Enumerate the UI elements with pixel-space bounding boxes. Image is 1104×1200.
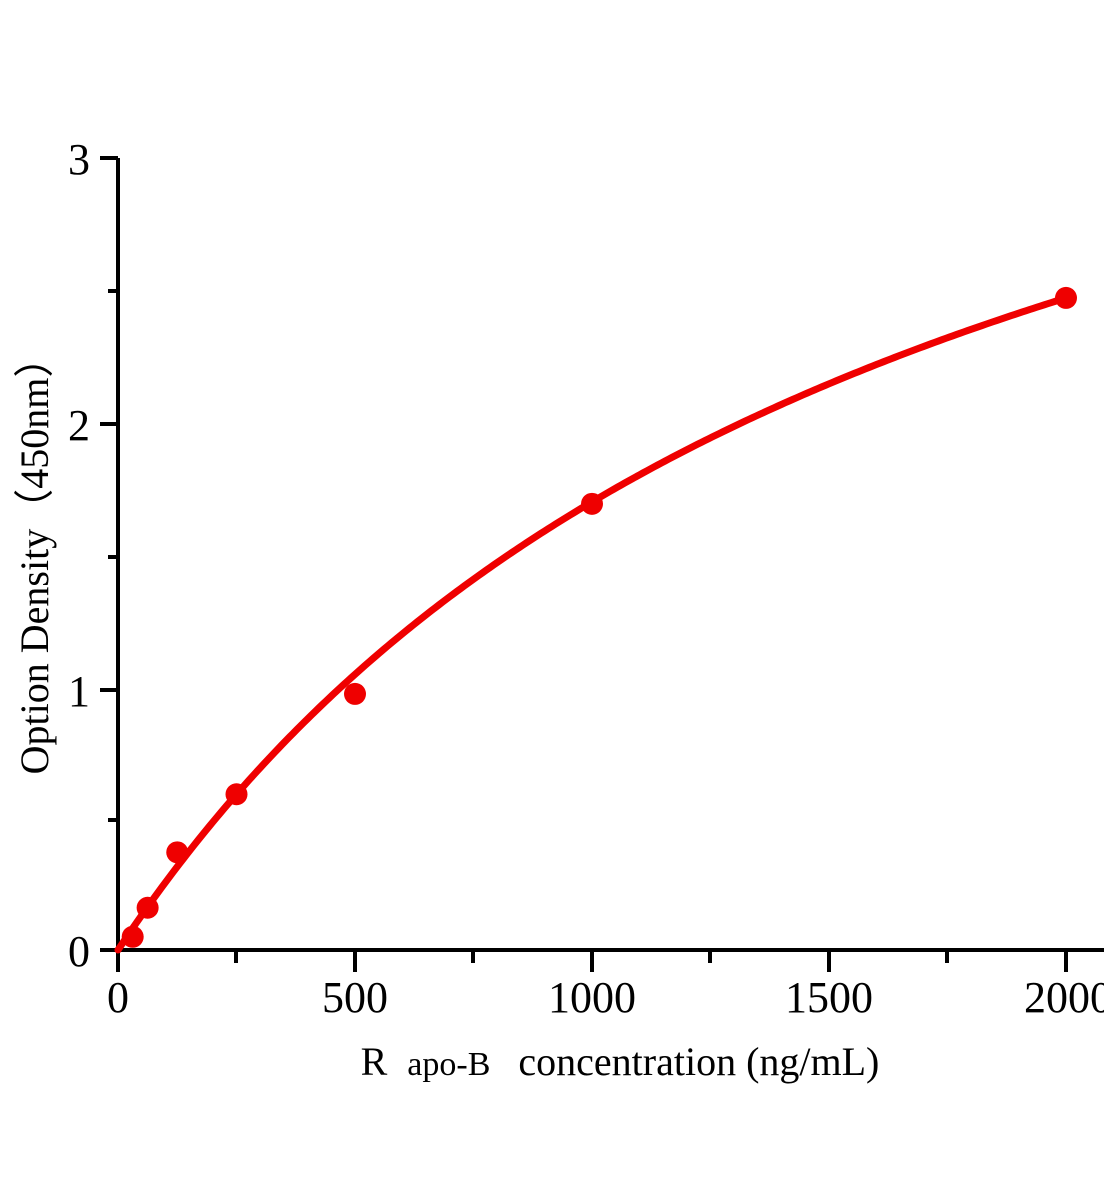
x-tick-label-2000: 2000 xyxy=(1024,973,1104,1022)
data-point-marker xyxy=(121,925,144,948)
x-tick-labels: 0 500 1000 1500 2000 xyxy=(107,973,1104,1022)
x-axis-minor-ticks xyxy=(234,950,949,963)
y-tick-labels: 3 2 1 0 xyxy=(68,135,90,976)
x-axis-title-part-apob: apo-B xyxy=(407,1046,490,1083)
y-tick-label-1: 1 xyxy=(68,667,90,716)
x-axis-title-part-r: R xyxy=(361,1039,388,1084)
y-tick-label-0: 0 xyxy=(68,927,90,976)
y-tick-label-3: 3 xyxy=(68,135,90,184)
data-point-marker xyxy=(581,492,603,515)
x-tick-label-1500: 1500 xyxy=(785,973,873,1022)
data-point-marker xyxy=(136,896,159,919)
y-tick-label-2: 2 xyxy=(68,401,90,450)
y-axis-title: Option Density（450nm） xyxy=(12,338,57,775)
data-point-marker xyxy=(344,682,366,705)
y-axis-minor-ticks xyxy=(108,289,118,822)
x-tick-label-1000: 1000 xyxy=(548,973,636,1022)
x-tick-label-0: 0 xyxy=(107,973,129,1022)
data-point-markers xyxy=(121,286,1077,948)
x-tick-label-500: 500 xyxy=(322,973,388,1022)
data-series-group xyxy=(114,286,1077,954)
data-point-marker xyxy=(1055,286,1077,309)
data-point-marker xyxy=(166,841,189,864)
x-axis-title-part-conc: concentration (ng/mL) xyxy=(518,1039,879,1084)
x-axis-major-ticks xyxy=(116,950,1068,972)
data-point-marker xyxy=(225,783,248,806)
x-axis-title: R apo-B concentration (ng/mL) xyxy=(361,1039,880,1084)
